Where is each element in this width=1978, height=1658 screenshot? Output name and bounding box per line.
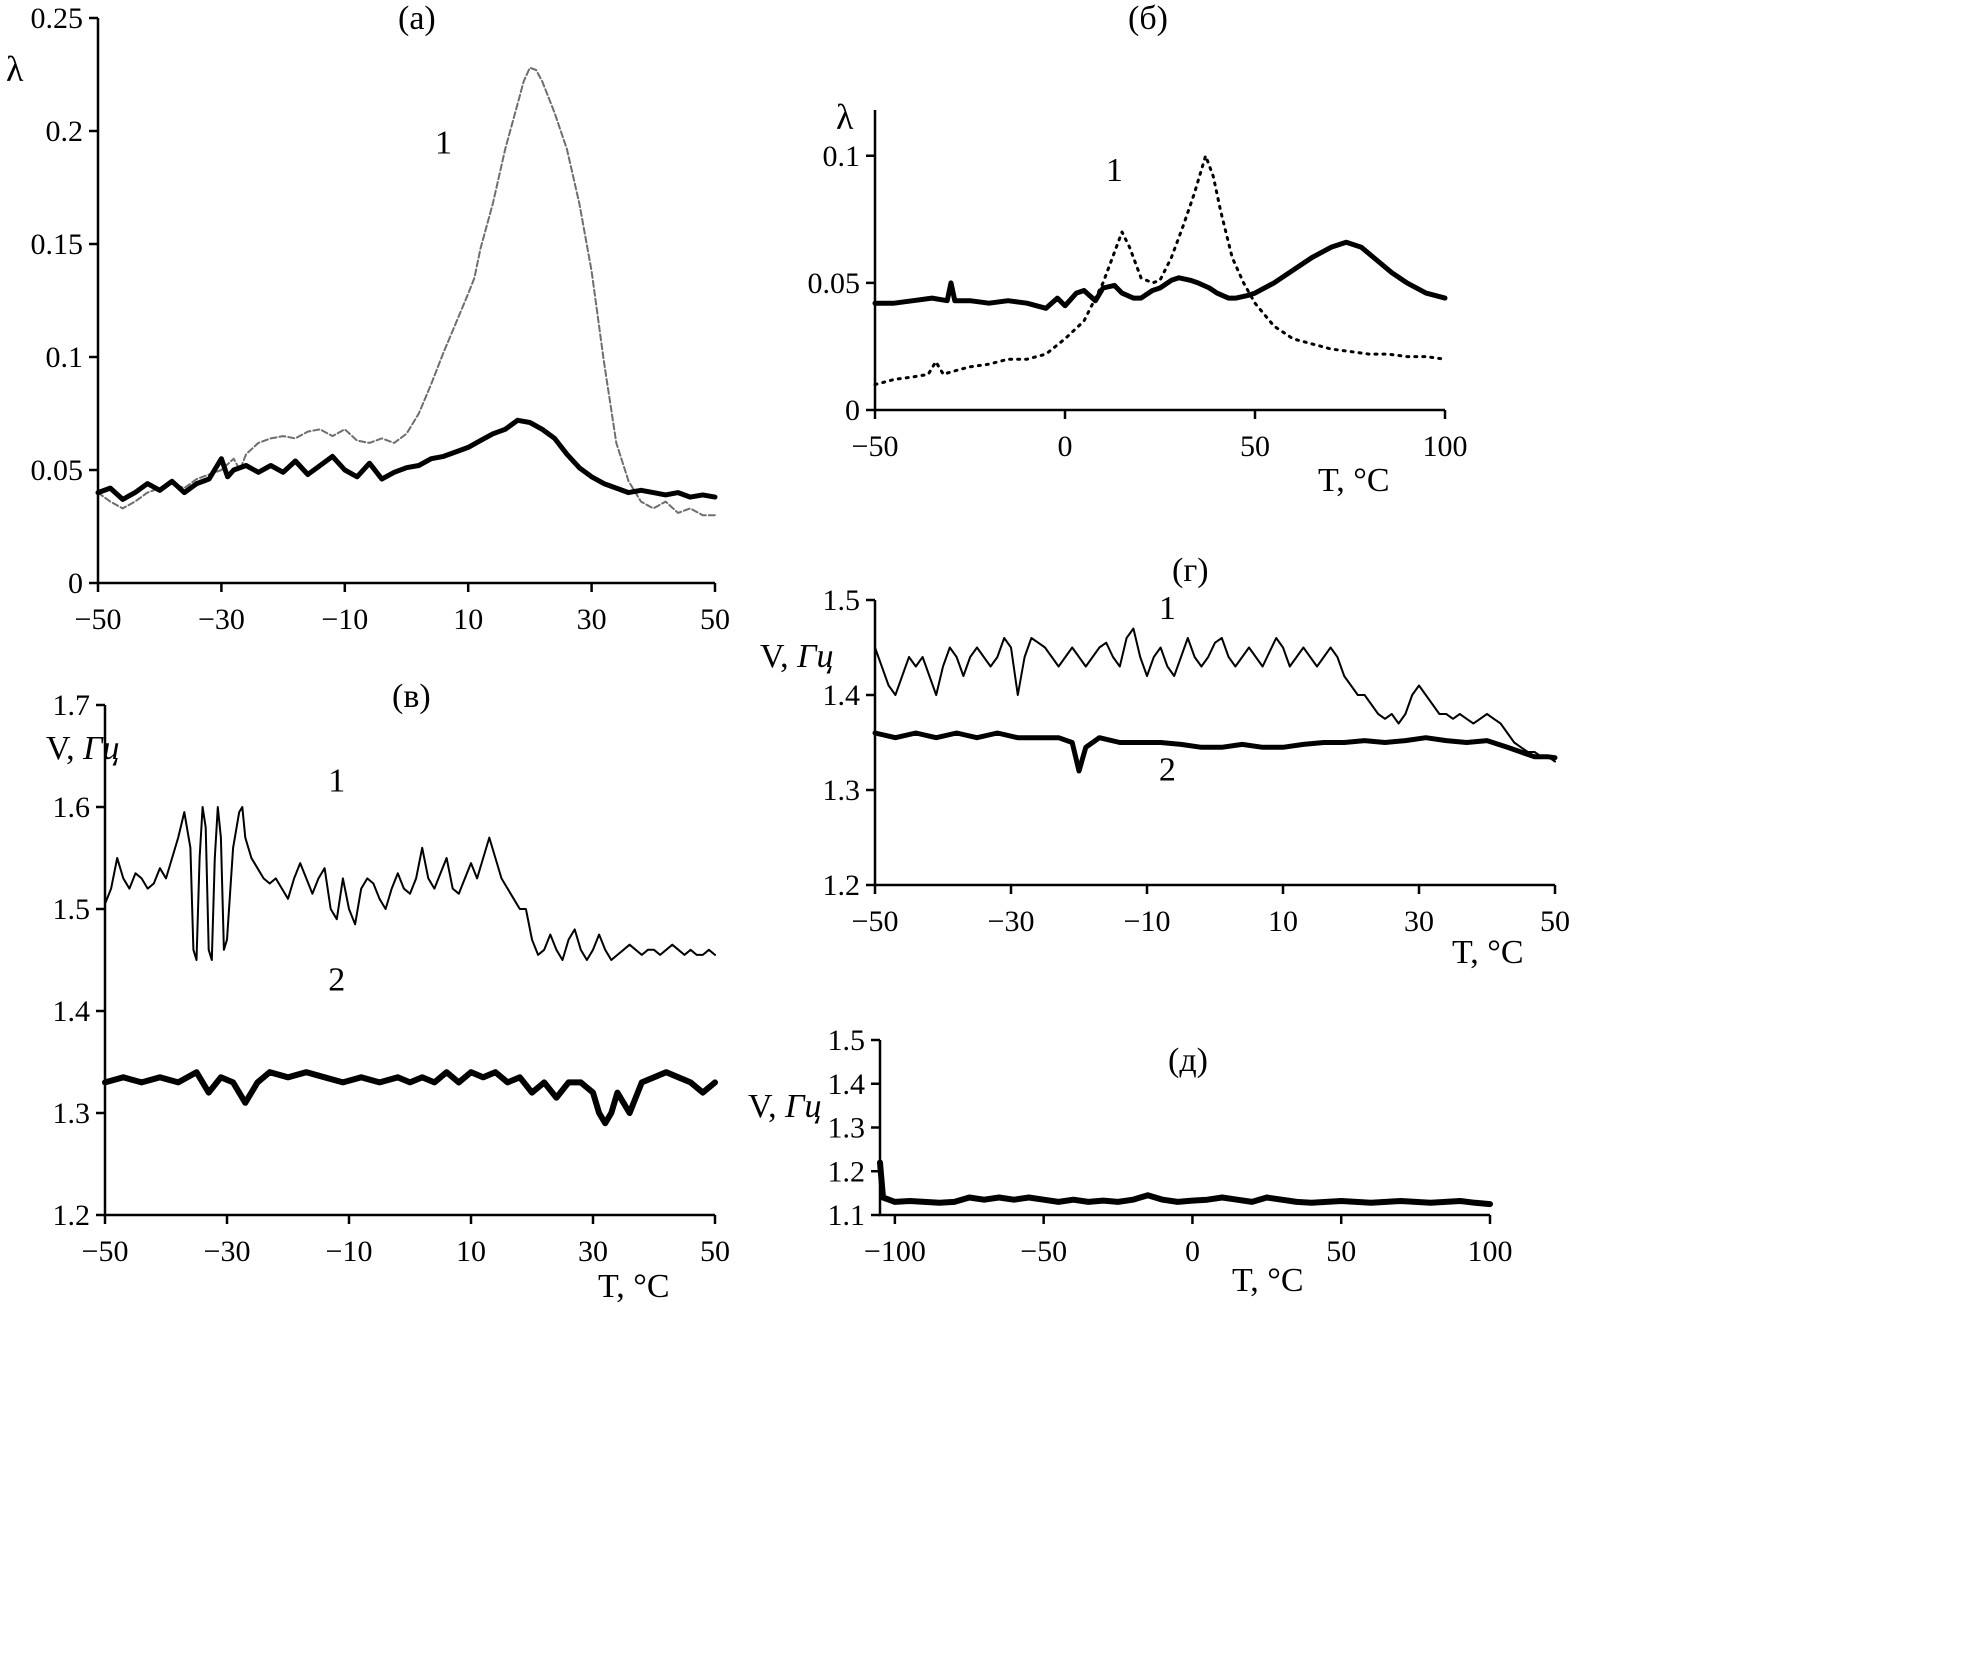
series-curve-2 <box>95 417 718 502</box>
curve-number-label: 2 <box>328 962 345 999</box>
y-tick-label: 1.4 <box>53 995 91 1028</box>
panel-v-ylabel-unit: Гц <box>83 730 120 767</box>
series-curve-1 <box>877 1159 1493 1208</box>
x-tick-label: 100 <box>1423 430 1468 463</box>
y-tick-label: 1.2 <box>828 1155 866 1188</box>
x-tick-label: 50 <box>1540 905 1570 938</box>
x-tick-label: 10 <box>453 603 483 636</box>
series-curve-2 <box>872 239 1448 311</box>
y-tick-label: 0.1 <box>823 140 861 173</box>
panel-g-ylabel-symbol: V, <box>760 638 798 675</box>
y-tick-label: 0.05 <box>31 454 84 487</box>
x-tick-label: 30 <box>578 1235 608 1268</box>
y-tick-label: 0 <box>845 394 860 427</box>
y-tick-label: 0.15 <box>31 228 84 261</box>
curve-number-label: 1 <box>1106 152 1123 189</box>
panel-b-xlabel: T, °C <box>1318 462 1390 499</box>
panel-g-title: (г) <box>1172 552 1209 589</box>
x-tick-label: −100 <box>864 1235 926 1268</box>
x-tick-label: −50 <box>75 603 122 636</box>
panel-a-ylabel: λ <box>6 49 24 89</box>
panel-v-title: (в) <box>392 678 431 715</box>
x-tick-label: 50 <box>1326 1235 1356 1268</box>
x-tick-label: 50 <box>700 1235 730 1268</box>
axis-frame <box>96 18 715 585</box>
curve-number-label: 2 <box>1159 752 1176 789</box>
series-curve-1 <box>873 154 1447 387</box>
panel-d-title: (д) <box>1168 1042 1208 1079</box>
panel-v-ylabel-symbol: V, <box>46 730 84 767</box>
panel-v-ylabel: V, Гц <box>46 730 120 768</box>
axis-frame <box>873 110 1445 412</box>
x-tick-label: 10 <box>1268 905 1298 938</box>
x-tick-label: −50 <box>852 430 899 463</box>
series-curve-1 <box>97 66 716 517</box>
y-tick-label: 0 <box>68 567 83 600</box>
panel-d-ylabel: V, Гц <box>748 1088 822 1126</box>
x-tick-label: 0 <box>1058 430 1073 463</box>
panel-a-title: (а) <box>398 0 436 37</box>
panel-d-xlabel: T, °C <box>1232 1262 1304 1299</box>
y-tick-label: 1.6 <box>53 791 91 824</box>
panel-g-ylabel-unit: Гц <box>797 638 834 675</box>
axis-frame <box>878 1040 1490 1217</box>
x-tick-label: 50 <box>1240 430 1270 463</box>
x-tick-label: −30 <box>198 603 245 636</box>
series-curve-2 <box>872 730 1558 774</box>
curve-number-label: 1 <box>1159 590 1176 627</box>
panel-d-plot: 1.1 1.2 1.3 1.4 1.5 −100 −50 0 50 100 <box>828 1024 1513 1268</box>
x-tick-label: −30 <box>988 905 1035 938</box>
x-tick-label: −10 <box>326 1235 373 1268</box>
y-tick-label: 0.05 <box>808 267 861 300</box>
x-tick-label: 30 <box>577 603 607 636</box>
x-tick-label: 100 <box>1468 1235 1513 1268</box>
panel-b-ylabel: λ <box>836 97 854 137</box>
y-tick-label: 0.1 <box>46 341 84 374</box>
y-tick-label: 1.2 <box>823 869 861 902</box>
y-tick-label: 1.5 <box>823 584 861 617</box>
series-curve-1 <box>874 627 1556 763</box>
panel-v-xlabel: T, °C <box>598 1268 670 1305</box>
panel-a-plot: 0 0.05 0.1 0.15 0.2 0.25 −50 −30 −10 10 30 50 1 <box>31 2 731 636</box>
x-tick-label: 0 <box>1185 1235 1200 1268</box>
y-tick-label: 1.5 <box>828 1024 866 1057</box>
x-tick-label: −50 <box>82 1235 129 1268</box>
x-tick-label: 50 <box>700 603 730 636</box>
panel-g-plot: 1.2 1.3 1.4 1.5 −50 −30 −10 10 30 50 1 2 <box>823 584 1571 938</box>
curve-number-label: 1 <box>435 125 452 162</box>
y-tick-label: 1.5 <box>53 893 91 926</box>
y-tick-label: 1.7 <box>53 689 91 722</box>
x-tick-label: −50 <box>852 905 899 938</box>
series-curve-2 <box>102 1069 718 1127</box>
y-tick-label: 0.25 <box>31 2 84 35</box>
panel-g-xlabel: T, °C <box>1452 934 1524 971</box>
panel-b-title: (б) <box>1128 0 1168 37</box>
x-tick-label: 30 <box>1404 905 1434 938</box>
y-tick-label: 1.1 <box>828 1199 866 1232</box>
panel-g-ylabel: V, Гц <box>760 638 834 676</box>
x-tick-label: −10 <box>1124 905 1171 938</box>
y-tick-label: 1.4 <box>828 1068 866 1101</box>
x-tick-label: 10 <box>456 1235 486 1268</box>
panel-d-ylabel-unit: Гц <box>785 1088 822 1125</box>
y-tick-label: 1.2 <box>53 1199 91 1232</box>
panel-d-ylabel-symbol: V, <box>748 1088 786 1125</box>
x-tick-label: −50 <box>1020 1235 1067 1268</box>
y-tick-label: 1.3 <box>53 1097 91 1130</box>
y-tick-label: 1.4 <box>823 679 861 712</box>
y-tick-label: 1.3 <box>823 774 861 807</box>
y-tick-label: 0.2 <box>46 115 84 148</box>
x-tick-label: −30 <box>204 1235 251 1268</box>
x-tick-label: −10 <box>321 603 368 636</box>
y-tick-label: 1.3 <box>828 1112 866 1145</box>
panel-v-plot: 1.2 1.3 1.4 1.5 1.6 1.7 −50 −30 −10 10 30 50 1 2 <box>53 689 731 1268</box>
curve-number-label: 1 <box>328 763 345 800</box>
series-curve-1 <box>104 806 716 961</box>
